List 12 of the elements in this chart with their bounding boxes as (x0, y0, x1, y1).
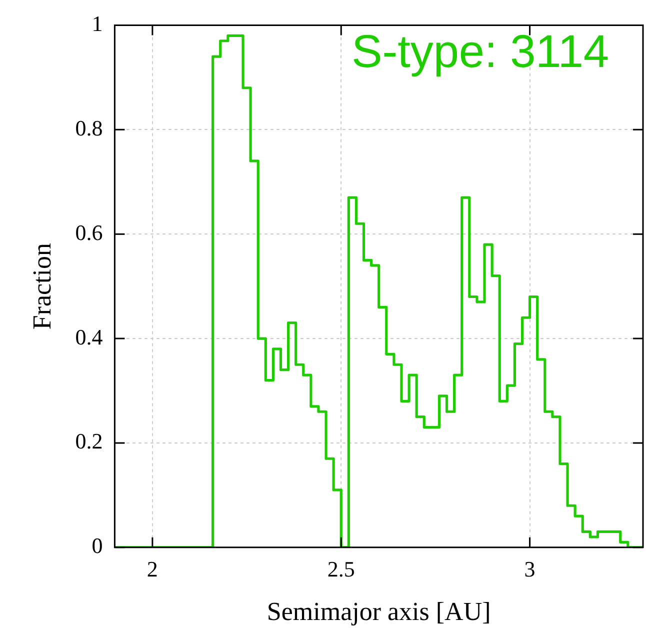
y-tick-label: 1 (92, 10, 103, 36)
x-tick-label: 2 (146, 556, 158, 582)
y-tick-label: 0.8 (75, 115, 103, 140)
y-tick-label: 0.2 (75, 428, 103, 454)
y-tick-label: 0 (92, 533, 103, 558)
x-tick-label: 2.5 (327, 556, 355, 582)
y-tick-label: 0.6 (75, 220, 103, 245)
annotation: S-type: 3114 (352, 24, 609, 77)
x-tick-label: 3 (524, 556, 536, 582)
y-tick-label: 0.4 (75, 324, 103, 350)
x-axis-title: Semimajor axis [AU] (266, 597, 491, 626)
y-axis-title: Fraction (27, 242, 56, 330)
